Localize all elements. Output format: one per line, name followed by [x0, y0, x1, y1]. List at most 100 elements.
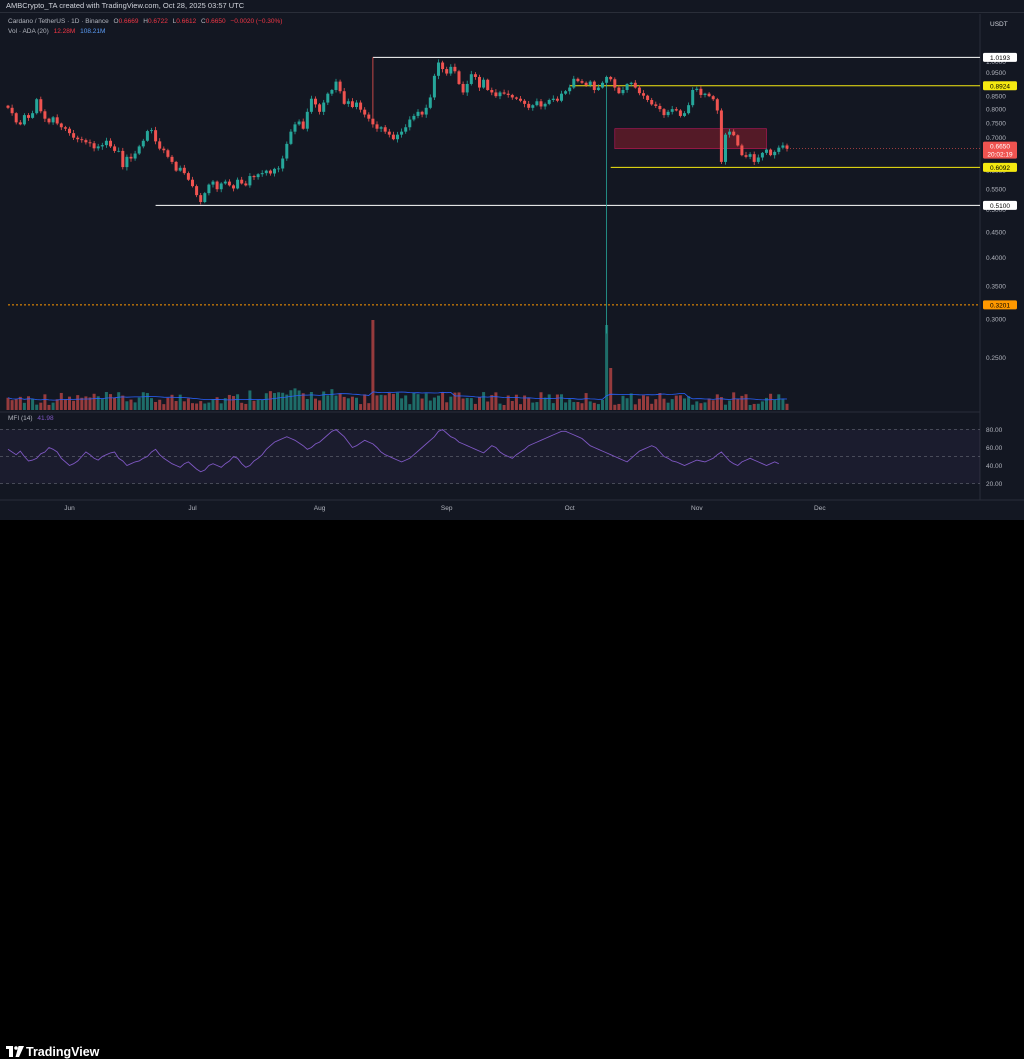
volume-bar: [506, 395, 510, 410]
candle-body: [785, 145, 789, 149]
footer-brand: TradingView: [26, 1045, 100, 1059]
volume-bar: [277, 392, 281, 410]
ohlc-high-value: 0.6722: [147, 18, 168, 25]
candle-body: [678, 110, 682, 116]
candle-body: [244, 183, 248, 186]
key-level-label: 0.5100: [990, 203, 1010, 210]
candle-body: [18, 122, 22, 125]
price-chart[interactable]: USDT 0.2500 0.3000 0.3500 0.4000 0.4500 0.5000…: [0, 0, 1024, 520]
key-level-tag: [983, 300, 1017, 310]
volume-bar: [301, 393, 305, 410]
candle-body: [174, 161, 178, 171]
candle-body: [621, 89, 625, 94]
volume-bar: [18, 396, 22, 410]
volume-bar: [736, 398, 740, 410]
volume-bar: [760, 401, 764, 410]
candle-body: [113, 146, 117, 151]
candle-body: [445, 69, 449, 74]
volume-bar: [740, 395, 744, 410]
volume-label: Vol · ADA (20): [8, 28, 49, 35]
volume-bar: [186, 398, 190, 410]
mfi-tick-label: 20.00: [986, 481, 1003, 488]
candle-body: [322, 102, 326, 112]
volume-bar: [72, 400, 76, 410]
candle-body: [133, 153, 137, 159]
candle-body: [551, 98, 555, 100]
volume-bar: [551, 403, 555, 410]
volume-bar: [207, 402, 211, 410]
candle-body: [543, 103, 547, 107]
candle-body: [236, 179, 240, 189]
volume-bar: [400, 398, 404, 410]
y-tick-label: 0.8000: [986, 107, 1006, 114]
currency-label: USDT: [990, 21, 1008, 28]
tradingview-logo-icon: [6, 1046, 24, 1057]
volume-bar: [564, 402, 568, 410]
candle-body: [416, 111, 420, 116]
mfi-tick-label: 60.00: [986, 445, 1003, 452]
candle-body: [555, 98, 559, 101]
candle-body: [195, 186, 199, 196]
mfi-line: [7, 428, 779, 473]
volume-bar: [100, 398, 104, 410]
y-tick-label: 0.4000: [986, 255, 1006, 262]
volume-bar: [109, 394, 112, 410]
volume-bar: [609, 368, 613, 410]
candle-body: [650, 99, 654, 105]
candle-body: [408, 119, 412, 128]
volume-bar: [252, 400, 256, 410]
supply-zone: [614, 128, 767, 149]
volume-bar: [432, 397, 436, 410]
volume-bar: [133, 402, 137, 410]
volume-bar: [223, 398, 227, 410]
volume-bar: [580, 403, 584, 410]
volume-bar: [728, 400, 732, 410]
candle-body: [695, 88, 699, 90]
candle-body: [646, 95, 650, 100]
key-level-tag: [983, 81, 1017, 91]
candle-body: [35, 99, 39, 114]
candle-body: [346, 101, 350, 104]
candle-body: [227, 181, 231, 186]
ohlc-change-value: −0.0020 (−0.30%): [230, 18, 283, 25]
candle-body: [523, 100, 527, 104]
candle-body: [334, 81, 338, 90]
volume-bar: [264, 393, 268, 410]
candle-body: [379, 127, 383, 129]
candle-body: [424, 107, 428, 115]
volume-bar: [777, 394, 781, 410]
candle-body: [654, 104, 658, 106]
volume-bar: [195, 403, 199, 410]
volume-bar: [555, 394, 559, 410]
volume-bar: [256, 399, 260, 410]
volume-bar: [592, 402, 596, 410]
volume-bar: [654, 399, 658, 410]
candle-body: [724, 134, 727, 162]
volume-bar: [523, 395, 527, 410]
volume-bar: [215, 397, 219, 410]
volume-bar: [297, 390, 301, 410]
candle-body: [326, 93, 330, 103]
volume-bar: [309, 391, 313, 410]
volume-bar: [137, 397, 141, 410]
candle-body: [457, 71, 461, 84]
volume-bar: [715, 394, 719, 410]
volume-bar: [416, 394, 420, 410]
candle-body: [268, 170, 272, 174]
candle-body: [293, 124, 297, 132]
volume-bar: [527, 397, 531, 410]
candle-body: [277, 168, 281, 170]
candle-body: [47, 118, 51, 123]
candle-body: [367, 114, 371, 119]
candle-body: [658, 105, 662, 110]
candle-body: [719, 110, 723, 162]
y-tick-label: 0.7500: [986, 120, 1006, 127]
symbol-title: Cardano / TetherUS · 1D · Binance: [8, 18, 109, 25]
volume-bar: [683, 398, 686, 410]
candle-body: [629, 82, 633, 84]
candle-body: [535, 101, 539, 106]
candle-body: [199, 195, 203, 203]
volume-legend: Vol · ADA (20) 12.28M 108.21M: [8, 28, 105, 35]
candle-body: [281, 158, 285, 169]
volume-bar: [707, 398, 711, 410]
